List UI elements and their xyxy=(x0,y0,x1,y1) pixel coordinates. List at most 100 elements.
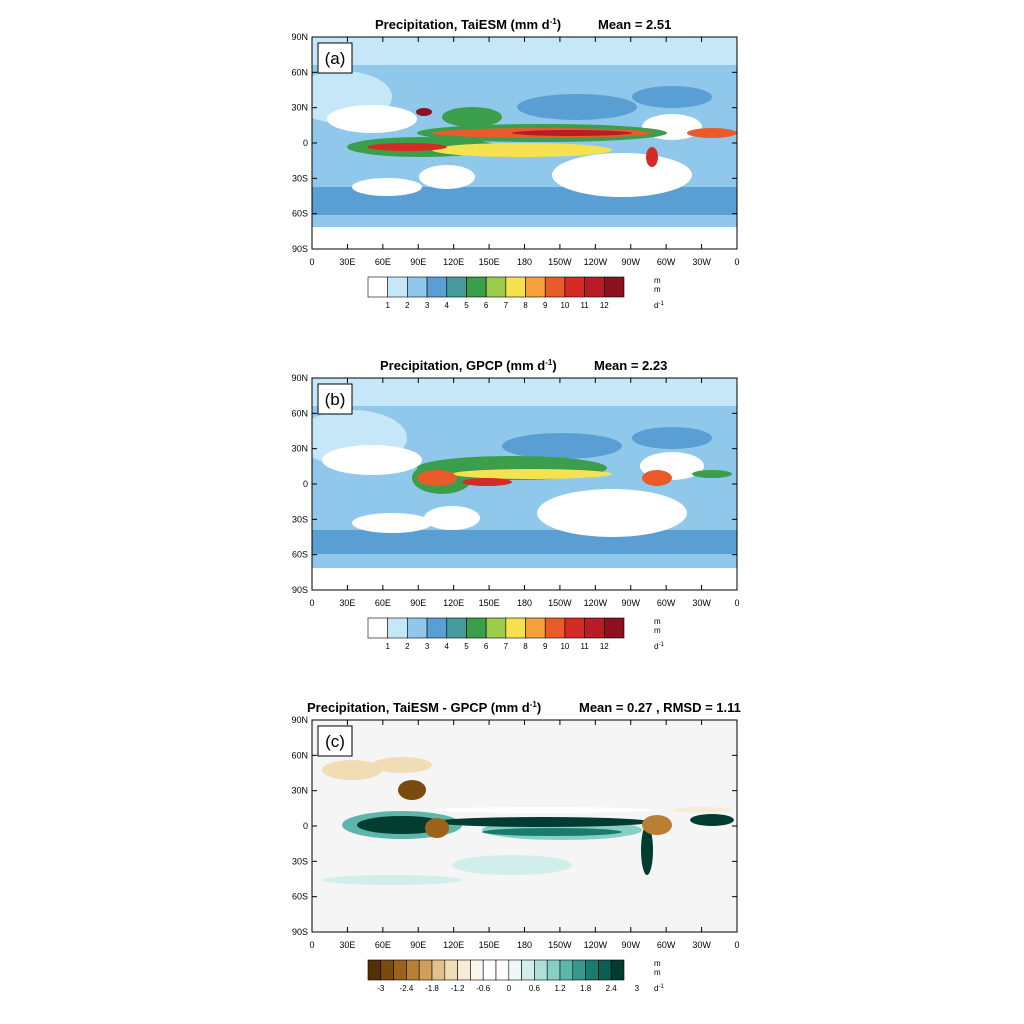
panel-a-south-indian-dry xyxy=(352,178,422,196)
panel-b-colorbar-swatch xyxy=(367,617,388,639)
panel-a-colorbar-label: 8 xyxy=(523,301,528,310)
panel-a-ytick-label: 30S xyxy=(292,173,308,183)
panel-a-tibet-peak xyxy=(416,108,432,116)
panel-a-colorbar-swatch xyxy=(564,276,585,298)
panel-c-colorbar-label: -1.2 xyxy=(451,984,465,993)
panel-a-xtick-label: 30E xyxy=(339,257,355,267)
panel-b-colorbar-unit: m xyxy=(654,617,661,626)
panel-c-y-axis: 90N 60N 30N 0 30S 60S 90S xyxy=(291,715,737,937)
panel-b-ytick-label: 60S xyxy=(292,550,308,560)
panel-a-north-atlantic-track xyxy=(632,86,712,108)
panel-a-colorbar-label: 10 xyxy=(560,301,569,310)
panel-c-zero-line xyxy=(432,807,652,813)
panel-c-colorbar-label: 0 xyxy=(507,984,512,993)
panel-c-colorbar-swatch xyxy=(418,959,433,981)
panel-a-atlantic-itcz xyxy=(687,128,737,138)
panel-b-xtick-label: 120W xyxy=(584,598,608,608)
panel-c-colorbar-swatch xyxy=(393,959,407,981)
panel-b-colorbar-label: 6 xyxy=(484,642,489,651)
panel-a-map xyxy=(312,37,737,249)
panel-a-colorbar-swatch xyxy=(544,276,566,298)
panel-a-colorbar-label: 11 xyxy=(580,301,589,310)
panel-c-andes-wet-core xyxy=(641,825,653,875)
panel-c-colorbar-label: -2.4 xyxy=(400,984,414,993)
panel-b-xtick-label: 150E xyxy=(479,598,500,608)
panel-c-colorbar-swatch xyxy=(610,959,625,981)
panel-c-colorbar-unit: d-1 xyxy=(654,984,664,993)
panel-c-stats: Mean = 0.27 , RMSD = 1.11 xyxy=(579,700,741,715)
panel-c-ytick-label: 30S xyxy=(292,856,308,866)
panel-c-bay-dry-bias xyxy=(398,780,426,800)
panel-a-colorbar-label: 2 xyxy=(405,301,410,310)
panel-a-colorbar-unit: m xyxy=(654,285,661,294)
panel-a-colorbar-label: 9 xyxy=(543,301,548,310)
panel-c-colorbar-swatch xyxy=(380,959,394,981)
panel-c-xtick-label: 90E xyxy=(410,940,426,950)
panel-a-colorbar-unit: d-1 xyxy=(654,301,664,310)
panel-a-xtick-label: 0 xyxy=(309,257,314,267)
panel-c-indian-wet-core xyxy=(357,816,447,834)
panel-c-map xyxy=(312,720,737,932)
panel-c-xtick-label: 150W xyxy=(548,940,572,950)
panel-b-xtick-label: 0 xyxy=(734,598,739,608)
panel-a-taiesm: Precipitation, TaiESM (mm d-1) Mean = 2.… xyxy=(291,17,739,310)
panel-c-x-axis: 0 30E 60E 90E 120E 150E 180 150W 120W 90W 60W 30W 0 xyxy=(309,720,740,950)
panel-a-xtick-label: 120E xyxy=(443,257,464,267)
panel-c-itcz-wet-core xyxy=(432,817,652,827)
panel-a-ytick-label: 0 xyxy=(303,138,308,148)
panel-b-colorbar-label: 3 xyxy=(425,642,430,651)
panel-c-title: Precipitation, TaiESM - GPCP (mm d-1) xyxy=(307,700,541,715)
panel-a-colorbar-swatch xyxy=(426,276,448,298)
panel-c-colorbar-unit: m xyxy=(654,968,661,977)
panel-b-atlantic-itcz xyxy=(692,470,732,478)
panel-b-maritime-core xyxy=(417,470,457,486)
panel-b-ytick-label: 0 xyxy=(303,479,308,489)
panel-c-xtick-label: 120W xyxy=(584,940,608,950)
panel-b-colorbar-label: 12 xyxy=(600,642,609,651)
panel-b-sahara-dry xyxy=(322,445,422,475)
panel-a-x-axis: 0 30E 60E 90E 120E 150E 180 150W 120W 90W 60W 30W 0 xyxy=(309,37,740,267)
panel-a-xtick-label: 30W xyxy=(692,257,711,267)
panel-b-colorbar-unit: d-1 xyxy=(654,642,664,651)
panel-b-colorbar-swatch xyxy=(564,617,585,639)
panel-a-colorbar-swatch xyxy=(466,276,487,298)
panel-c-colorbar-label: 0.6 xyxy=(529,984,541,993)
panel-b-south-indian-dry xyxy=(352,513,432,533)
panel-b-xtick-label: 150W xyxy=(548,598,572,608)
panel-a-indian-core xyxy=(367,143,447,151)
panel-a-spcz-band xyxy=(432,143,612,157)
panel-c-colorbar-swatch xyxy=(546,959,561,981)
panel-a-colorbar-label: 3 xyxy=(425,301,430,310)
panel-b-colorbar-unit: m xyxy=(654,626,661,635)
panel-a-y-axis: 90N 60N 30N 0 30S 60S 90S xyxy=(291,32,737,254)
panel-c-colorbar-label: 3 xyxy=(635,984,640,993)
panel-a-itcz-peak xyxy=(512,130,632,136)
panel-b-australia-dry xyxy=(424,506,480,530)
panel-c-colorbar-swatch xyxy=(534,959,548,981)
panel-c-southern-band-bias xyxy=(322,875,462,885)
panel-b-colorbar-swatch xyxy=(446,617,467,639)
panel-b-xtick-label: 60W xyxy=(657,598,676,608)
panel-a-xtick-label: 120W xyxy=(584,257,608,267)
panel-b-xtick-label: 180 xyxy=(517,598,532,608)
panel-c-north-atlantic-dry-bias xyxy=(672,807,732,813)
panel-a-ytick-label: 60S xyxy=(292,209,308,219)
panel-c-amazon-dry-bias xyxy=(642,815,672,835)
panel-b-colorbar-swatch xyxy=(604,617,625,639)
panel-a-north-pacific-track xyxy=(517,94,637,120)
panel-b-label-box xyxy=(317,383,353,415)
panel-c-xtick-label: 60E xyxy=(375,940,391,950)
panel-c-xtick-label: 30E xyxy=(339,940,355,950)
panel-c-colorbar-swatch xyxy=(495,959,510,981)
panel-b-colorbar-swatch xyxy=(525,617,546,639)
panel-a-colorbar-label: 6 xyxy=(484,301,489,310)
panel-b-amazon-core xyxy=(642,470,672,486)
panel-b-colorbar-label: 8 xyxy=(523,642,528,651)
panel-b-background-field xyxy=(312,378,737,590)
panel-a-colorbar-swatch xyxy=(387,276,408,298)
panel-b-north-pacific-track xyxy=(502,433,622,459)
panel-b-xtick-label: 30W xyxy=(692,598,711,608)
